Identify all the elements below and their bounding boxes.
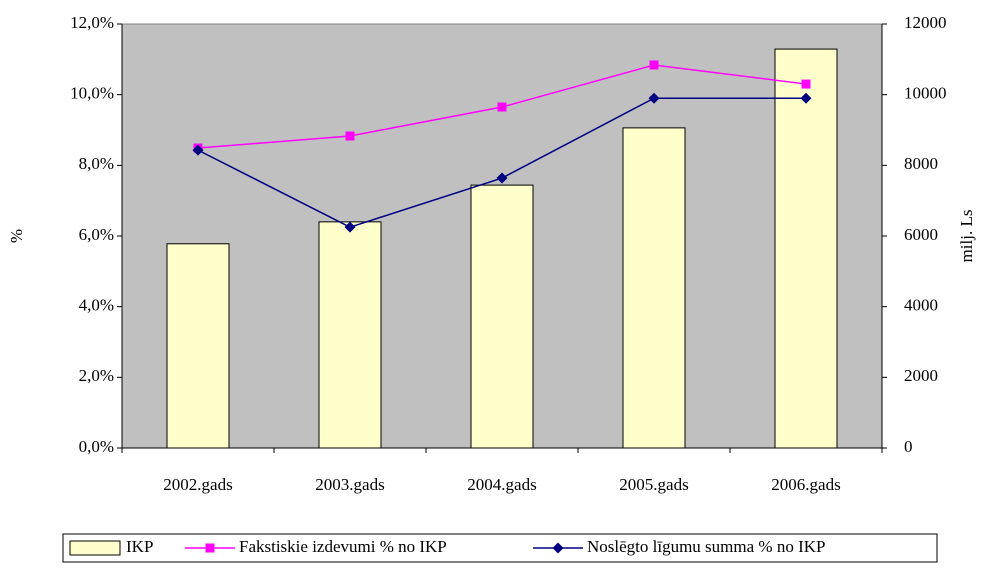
marker	[800, 92, 812, 104]
legend-swatch	[69, 540, 121, 556]
y-tick-label: 10,0%	[70, 84, 114, 103]
y-tick-label: 2,0%	[79, 366, 114, 385]
y-tick-label: 4,0%	[79, 296, 114, 315]
bar	[318, 221, 382, 449]
y2-tick-label: 12000	[904, 13, 947, 32]
bar	[774, 48, 838, 449]
y-tick-label: 6,0%	[79, 225, 114, 244]
marker	[649, 60, 659, 70]
y2-tick-label: 10000	[904, 84, 947, 103]
x-tick-label: 2003.gads	[315, 475, 384, 494]
y2-tick-label: 4000	[904, 296, 938, 315]
marker	[344, 221, 356, 233]
y-axis-label: %	[7, 229, 26, 243]
marker	[496, 172, 508, 184]
marker	[801, 79, 811, 89]
marker	[192, 144, 204, 156]
y2-axis-label: milj. Ls	[957, 210, 976, 263]
y2-tick-label: 8000	[904, 154, 938, 173]
y-tick-label: 12,0%	[70, 13, 114, 32]
y2-tick-label: 0	[904, 437, 913, 456]
y2-tick-label: 6000	[904, 225, 938, 244]
y-tick-label: 8,0%	[79, 154, 114, 173]
bar	[470, 184, 534, 449]
x-tick-label: 2005.gads	[619, 475, 688, 494]
legend-marker	[552, 542, 564, 554]
y-tick-label: 0,0%	[79, 437, 114, 456]
y2-tick-label: 2000	[904, 366, 938, 385]
x-tick-label: 2006.gads	[771, 475, 840, 494]
marker	[497, 102, 507, 112]
marker	[345, 131, 355, 141]
legend-label: Fakstiskie izdevumi % no IKP	[239, 537, 447, 556]
x-tick-label: 2004.gads	[467, 475, 536, 494]
bar	[622, 127, 686, 449]
legend-marker	[205, 543, 215, 553]
legend-label: Noslēgto līgumu summa % no IKP	[587, 537, 825, 556]
marker	[648, 92, 660, 104]
x-tick-label: 2002.gads	[163, 475, 232, 494]
legend-label: IKP	[126, 537, 153, 556]
bar	[166, 243, 230, 449]
